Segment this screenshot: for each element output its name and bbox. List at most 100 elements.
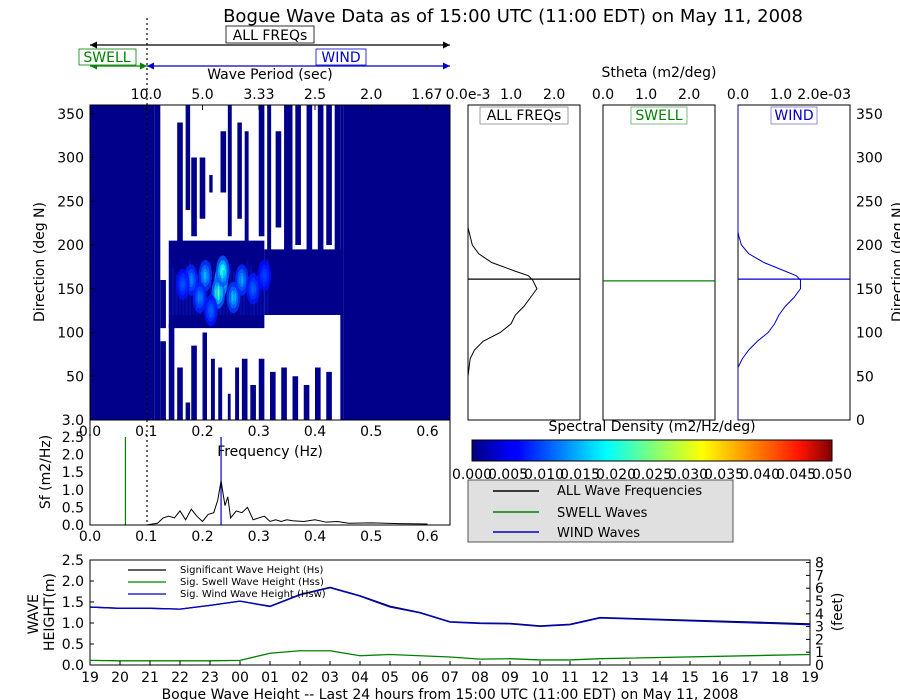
wind-stheta-tick-label: 1.0 xyxy=(770,87,792,103)
frequency-tick-label-bottom: 0.4 xyxy=(304,529,326,545)
streak xyxy=(182,272,185,315)
colorbar-tick-label: 0.000 xyxy=(452,467,492,483)
streak xyxy=(229,263,232,315)
height-xaxis-caption: Bogue Wave Height -- Last 24 hours from … xyxy=(162,687,739,700)
sf-series-line xyxy=(90,480,428,525)
spectral-hot-spot xyxy=(240,276,244,284)
wave-height-panel xyxy=(89,559,811,666)
feet-tick-label: 6 xyxy=(815,581,824,597)
colorbar-tick-label: 0.045 xyxy=(776,467,816,483)
height-tick-label: 2.0 xyxy=(62,574,84,590)
streak xyxy=(259,273,262,315)
hour-tick-label: 14 xyxy=(651,670,669,686)
all-freqs-label-box xyxy=(479,106,569,125)
hour-tick-label: 02 xyxy=(291,670,309,686)
dark-strip xyxy=(334,105,341,263)
direction-right-tick-label: 250 xyxy=(856,194,883,210)
hour-tick-label: 07 xyxy=(441,670,459,686)
colorbar-tick-label: 0.050 xyxy=(812,467,852,483)
hour-tick-label: 11 xyxy=(561,670,579,686)
dark-strip xyxy=(267,105,272,263)
hour-tick-label: 15 xyxy=(681,670,699,686)
dark-strip xyxy=(191,345,197,420)
colorbar-tick-label: 0.030 xyxy=(668,467,708,483)
frequency-tick-label-top: 0.0 xyxy=(79,424,101,440)
spectral-hot-spot xyxy=(189,276,193,284)
spectral-hot-spot xyxy=(203,271,207,280)
dark-strip xyxy=(284,105,293,263)
direction-right-tick-label: 50 xyxy=(856,369,874,385)
frequency-tick-label-bottom: 0.2 xyxy=(191,529,213,545)
hour-tick-label: 21 xyxy=(141,670,159,686)
feet-tick-label: 7 xyxy=(815,568,824,584)
frequency-tick-label-top: 0.6 xyxy=(416,424,438,440)
swell-band-label: SWELL xyxy=(83,50,130,66)
spectral-hot-spot xyxy=(251,284,255,293)
feet-axis-label: (feet) xyxy=(830,593,846,632)
dark-strip xyxy=(326,105,332,245)
hour-tick-label: 19 xyxy=(801,670,819,686)
streak xyxy=(199,275,202,315)
dark-strip xyxy=(317,105,324,254)
swell-panel-frame xyxy=(602,104,716,421)
height-legend: Significant Wave Height (Hs) Sig. Swell … xyxy=(128,565,326,600)
dark-strip xyxy=(168,323,175,420)
height-axis-label-line2: HEIGHT(m) xyxy=(42,573,58,651)
legend-all-waves: ALL Wave Frequencies xyxy=(557,484,702,499)
swell-stheta-tick-label: 0.0 xyxy=(592,87,614,103)
hour-tick-label: 17 xyxy=(741,670,759,686)
streak xyxy=(236,275,239,315)
streak xyxy=(216,275,218,315)
spectral-density-colorbar: Spectral Density (m2/Hz/deg) 0.0000.0050… xyxy=(452,419,852,483)
dark-strip xyxy=(177,122,183,245)
legend-hss: Sig. Swell Wave Height (Hss) xyxy=(180,577,324,588)
frequency-tick-label-bottom: 0.5 xyxy=(360,529,382,545)
hour-tick-label: 22 xyxy=(171,670,189,686)
feet-tick-label: 4 xyxy=(815,607,824,623)
height-axis-label-line1: WAVE xyxy=(26,594,42,634)
streak xyxy=(239,274,242,315)
direction-tick-label: 100 xyxy=(57,326,84,342)
wind-stheta-line xyxy=(737,105,801,420)
streak xyxy=(263,267,266,315)
directional-spectrum-panels: ALL FREQs 0.0e-3 1.0 2.0 SWELL 0.0 1.0 2.0 WIND 0… xyxy=(446,87,883,429)
frequency-tick-label-top: 0.5 xyxy=(360,424,382,440)
spectral-hot-spot xyxy=(262,271,267,280)
height-tick-label: 1.0 xyxy=(62,616,84,632)
sf-tick-label: 2.0 xyxy=(62,448,84,464)
sf-axis-label: Sf (m2/Hz) xyxy=(38,435,54,509)
hour-tick-label: 16 xyxy=(711,670,729,686)
dark-strip xyxy=(220,131,227,193)
streak xyxy=(168,258,171,315)
direction-tick-label: 200 xyxy=(57,238,84,254)
active-band-right xyxy=(264,249,344,315)
height-tick-label: 0.0 xyxy=(62,658,84,674)
hour-tick-label: 06 xyxy=(411,670,429,686)
colorbar-tick-label: 0.015 xyxy=(560,467,600,483)
dark-strip xyxy=(258,358,265,420)
streak xyxy=(219,274,222,315)
legend-swell-waves: SWELL Waves xyxy=(557,506,648,521)
direction-right-tick-label: 100 xyxy=(856,326,883,342)
direction-tick-label: 350 xyxy=(57,107,84,123)
frequency-tick-label-bottom: 0.1 xyxy=(135,529,157,545)
spectral-hot-spot xyxy=(181,280,185,289)
sf-tick-label: 1.0 xyxy=(62,483,84,499)
wave-period-label: Wave Period (sec) xyxy=(207,67,333,83)
frequency-tick-label-bottom: 0.6 xyxy=(416,529,438,545)
colorbar-tick-label: 0.040 xyxy=(740,467,780,483)
swell-stheta-tick-label: 1.0 xyxy=(635,87,657,103)
all-freqs-stheta-line xyxy=(467,105,538,420)
hour-tick-label: 12 xyxy=(591,670,609,686)
streak xyxy=(222,270,225,315)
hour-tick-label: 20 xyxy=(111,670,129,686)
dark-strip xyxy=(250,385,256,420)
wind-panel-frame xyxy=(737,104,851,421)
colorbar-tick-label: 0.005 xyxy=(488,467,528,483)
direction-right-tick-label: 350 xyxy=(856,107,883,123)
dark-strip xyxy=(177,367,183,420)
streak xyxy=(226,261,229,315)
hour-tick-label: 19 xyxy=(81,670,99,686)
